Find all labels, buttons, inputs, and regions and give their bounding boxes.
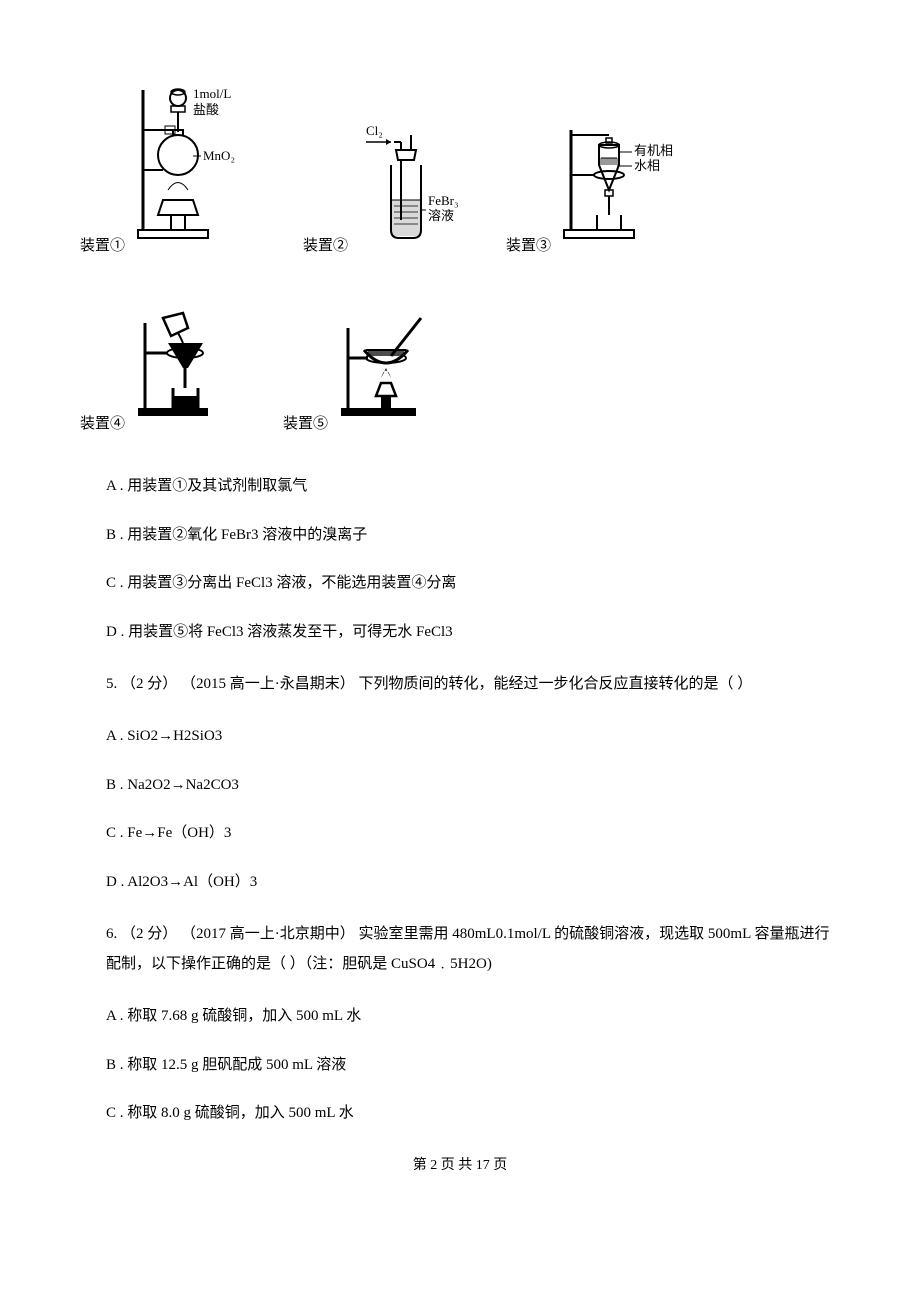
q6-stem: 6. （2 分） （2017 高一上·北京期中） 实验室里需用 480mL0.1… xyxy=(106,919,840,979)
q5-option-c: C . Fe→Fe（OH）3 xyxy=(106,822,840,845)
device-4-diagram xyxy=(133,308,243,436)
d1-text-acid: 盐酸 xyxy=(193,102,219,117)
q4-option-b: B . 用装置②氧化 FeBr3 溶液中的溴离子 xyxy=(106,524,840,547)
d1-text-top: 1mol/L xyxy=(193,86,231,101)
device-2-diagram: Cl₂ FeBr₃ 溶液 xyxy=(356,120,486,258)
d2-sol1: FeBr₃ xyxy=(428,193,459,208)
device-5-diagram xyxy=(336,308,446,436)
device-2-label: 装置② xyxy=(303,235,348,258)
q5-option-b: B . Na2O2→Na2CO3 xyxy=(106,774,840,797)
q6-option-c: C . 称取 8.0 g 硫酸铜，加入 500 mL 水 xyxy=(106,1102,840,1125)
d2-gas: Cl₂ xyxy=(366,123,383,138)
q6-option-b: B . 称取 12.5 g 胆矾配成 500 mL 溶液 xyxy=(106,1054,840,1077)
device-4-label: 装置④ xyxy=(80,413,125,436)
device-3-label: 装置③ xyxy=(506,235,551,258)
d3-phase2: 水相 xyxy=(634,158,660,173)
q5-option-a: A . SiO2→H2SiO3 xyxy=(106,725,840,748)
d1-reagent: MnO₂ xyxy=(203,148,235,163)
q6-option-a: A . 称取 7.68 g 硫酸铜，加入 500 mL 水 xyxy=(106,1005,840,1028)
d2-sol2: 溶液 xyxy=(428,208,454,223)
diagram-row-1: 装置① xyxy=(80,80,840,258)
q5-option-d: D . Al2O3→Al（OH）3 xyxy=(106,871,840,894)
page-footer: 第 2 页 共 17 页 xyxy=(80,1155,840,1176)
q4-option-a: A . 用装置①及其试剂制取氯气 xyxy=(106,475,840,498)
page: 装置① xyxy=(0,0,920,1216)
device-3-diagram: 有机相 水相 xyxy=(559,120,709,258)
d3-phase1: 有机相 xyxy=(634,143,673,158)
diagram-row-2: 装置④ 装置⑤ xyxy=(80,308,840,436)
q5-stem: 5. （2 分） （2015 高一上·永昌期末） 下列物质间的转化，能经过一步化… xyxy=(106,669,840,699)
q4-option-d: D . 用装置⑤将 FeCl3 溶液蒸发至干，可得无水 FeCl3 xyxy=(106,621,840,644)
device-5-label: 装置⑤ xyxy=(283,413,328,436)
q4-option-c: C . 用装置③分离出 FeCl3 溶液，不能选用装置④分离 xyxy=(106,572,840,595)
device-1-diagram: 1mol/L 盐酸 MnO₂ xyxy=(133,80,273,258)
device-1-label: 装置① xyxy=(80,235,125,258)
